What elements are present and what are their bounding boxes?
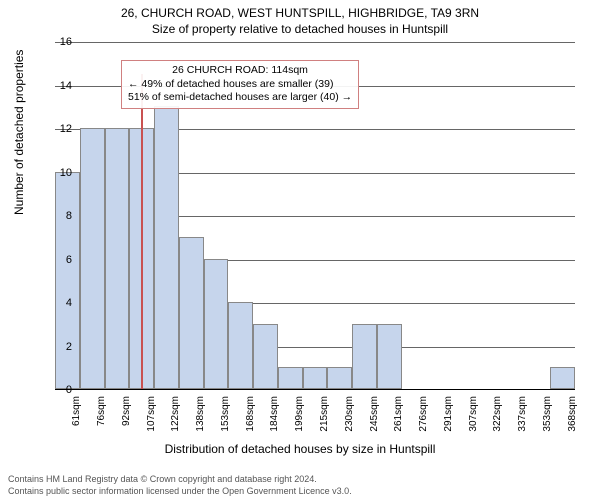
bar — [228, 302, 253, 389]
x-tick-label: 322sqm — [492, 396, 503, 432]
x-tick-label: 76sqm — [96, 396, 107, 426]
x-tick-label: 199sqm — [294, 396, 305, 432]
footer-copyright: Contains HM Land Registry data © Crown c… — [8, 474, 317, 484]
x-tick-label: 122sqm — [170, 396, 181, 432]
x-tick-label: 92sqm — [121, 396, 132, 426]
bar — [327, 367, 352, 389]
x-tick-label: 107sqm — [146, 396, 157, 432]
footer-licence: Contains public sector information licen… — [8, 486, 352, 496]
x-tick-label: 168sqm — [245, 396, 256, 432]
y-tick-label: 0 — [66, 384, 72, 396]
bar — [253, 324, 278, 389]
annotation-line: ← 49% of detached houses are smaller (39… — [128, 78, 352, 92]
x-tick-label: 291sqm — [443, 396, 454, 432]
bar — [179, 237, 204, 389]
bar — [278, 367, 303, 389]
plot-region: 26 CHURCH ROAD: 114sqm← 49% of detached … — [55, 42, 575, 390]
y-tick-label: 4 — [66, 297, 72, 309]
x-tick-label: 368sqm — [567, 396, 578, 432]
bar — [105, 128, 130, 389]
bar — [303, 367, 328, 389]
annotation-line: 26 CHURCH ROAD: 114sqm — [128, 64, 352, 78]
x-tick-label: 276sqm — [418, 396, 429, 432]
page-subtitle: Size of property relative to detached ho… — [0, 20, 600, 36]
chart: 26 CHURCH ROAD: 114sqm← 49% of detached … — [55, 42, 575, 390]
page-title: 26, CHURCH ROAD, WEST HUNTSPILL, HIGHBRI… — [0, 0, 600, 20]
x-tick-label: 307sqm — [468, 396, 479, 432]
y-tick-label: 8 — [66, 210, 72, 222]
x-tick-label: 184sqm — [269, 396, 280, 432]
x-tick-label: 337sqm — [517, 396, 528, 432]
bar — [55, 172, 80, 390]
x-tick-label: 245sqm — [369, 396, 380, 432]
gridline — [55, 42, 575, 43]
x-tick-label: 230sqm — [344, 396, 355, 432]
y-tick-label: 2 — [66, 341, 72, 353]
bar — [550, 367, 575, 389]
annotation-line: 51% of semi-detached houses are larger (… — [128, 91, 352, 105]
x-tick-label: 61sqm — [71, 396, 82, 426]
x-tick-label: 138sqm — [195, 396, 206, 432]
annotation-box: 26 CHURCH ROAD: 114sqm← 49% of detached … — [121, 60, 359, 109]
bar — [80, 128, 105, 389]
y-tick-label: 10 — [60, 167, 72, 179]
bar — [204, 259, 229, 390]
y-tick-label: 16 — [60, 36, 72, 48]
marker-line — [141, 74, 143, 389]
y-axis-label: Number of detached properties — [12, 50, 26, 215]
x-tick-label: 153sqm — [220, 396, 231, 432]
x-tick-label: 353sqm — [542, 396, 553, 432]
y-tick-label: 14 — [60, 80, 72, 92]
bar — [377, 324, 402, 389]
y-tick-label: 6 — [66, 254, 72, 266]
x-tick-label: 261sqm — [393, 396, 404, 432]
y-tick-label: 12 — [60, 123, 72, 135]
bar — [352, 324, 377, 389]
x-axis-label: Distribution of detached houses by size … — [0, 442, 600, 456]
bar — [154, 106, 179, 389]
x-tick-label: 215sqm — [319, 396, 330, 432]
